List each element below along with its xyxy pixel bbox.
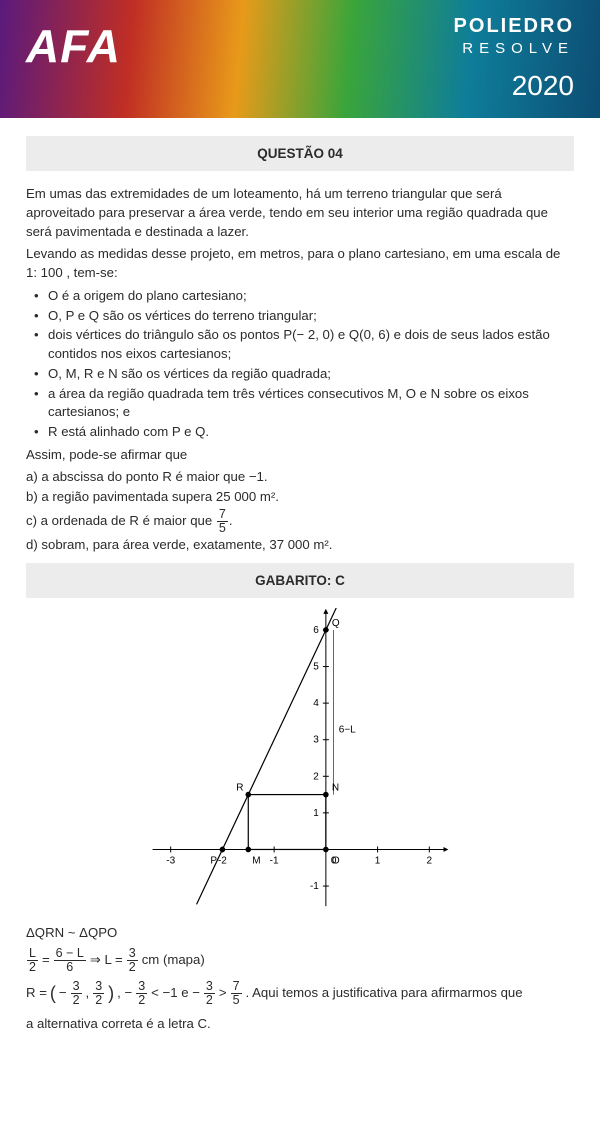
bullet-item: O é a origem do plano cartesiano; — [26, 287, 574, 306]
option-c-text: c) a ordenada de R é maior que — [26, 513, 216, 528]
bullet-list: O é a origem do plano cartesiano; O, P e… — [26, 287, 574, 442]
fraction: 7 5 — [217, 508, 228, 535]
question-title: QUESTÃO 04 — [26, 136, 574, 171]
solution-chart: -3-2-112-11234566−LPMORNQ0 — [26, 608, 574, 914]
bullet-item: O, P e Q são os vértices do terreno tria… — [26, 307, 574, 326]
option-a: a) a abscissa do ponto R é maior que −1. — [26, 468, 574, 487]
bullet-item: O, M, R e N são os vértices da região qu… — [26, 365, 574, 384]
solution-math: ΔQRN ~ ΔQPO L2 = 6 − L6 ⇒ L = 32 cm (map… — [26, 924, 574, 1034]
bullet-item: R está alinhado com P e Q. — [26, 423, 574, 442]
equation-line: L2 = 6 − L6 ⇒ L = 32 cm (mapa) — [26, 947, 574, 974]
option-d: d) sobram, para área verde, exatamente, … — [26, 536, 574, 555]
similarity: ΔQRN ~ ΔQPO — [26, 924, 574, 943]
brand-year: 2020 — [454, 66, 574, 106]
svg-text:-3: -3 — [166, 856, 175, 867]
page-header: AFA POLIEDRO RESOLVE 2020 — [0, 0, 600, 118]
svg-text:2: 2 — [313, 771, 319, 782]
svg-text:3: 3 — [313, 735, 319, 746]
plot-svg: -3-2-112-11234566−LPMORNQ0 — [150, 608, 450, 908]
svg-text:5: 5 — [313, 662, 319, 673]
svg-text:2: 2 — [427, 856, 433, 867]
bullet-item: dois vértices do triângulo são os pontos… — [26, 326, 574, 363]
r-line: R = (− 32 , 32 ) , − 32 < −1 e − 32 > 75… — [26, 980, 574, 1007]
option-b: b) a região pavimentada supera 25 000 m²… — [26, 488, 574, 507]
final-line: a alternativa correta é a letra C. — [26, 1015, 574, 1034]
paragraph: Levando as medidas desse projeto, em met… — [26, 245, 574, 282]
svg-text:N: N — [332, 783, 339, 794]
options: a) a abscissa do ponto R é maior que −1.… — [26, 468, 574, 554]
svg-text:1: 1 — [375, 856, 381, 867]
answer-title: GABARITO: C — [26, 563, 574, 598]
svg-text:-1: -1 — [310, 881, 319, 892]
brand-block: POLIEDRO RESOLVE 2020 — [454, 12, 574, 105]
svg-text:P: P — [210, 856, 217, 867]
svg-text:0: 0 — [331, 856, 337, 867]
page-content: QUESTÃO 04 Em umas das extremidades de u… — [0, 118, 600, 1062]
svg-text:-1: -1 — [270, 856, 279, 867]
bullet-item: a área da região quadrada tem três vérti… — [26, 385, 574, 422]
svg-text:R: R — [236, 783, 243, 794]
brand-name: POLIEDRO — [454, 12, 574, 40]
svg-text:6−L: 6−L — [339, 724, 356, 735]
paragraph: Assim, pode-se afirmar que — [26, 446, 574, 465]
svg-text:4: 4 — [313, 698, 319, 709]
svg-text:1: 1 — [313, 808, 319, 819]
svg-text:M: M — [252, 856, 260, 867]
brand-sub: RESOLVE — [454, 38, 574, 59]
paragraph: Em umas das extremidades de um loteament… — [26, 185, 574, 241]
svg-text:6: 6 — [313, 625, 319, 636]
option-c: c) a ordenada de R é maior que 7 5 . — [26, 508, 574, 535]
svg-text:Q: Q — [332, 618, 340, 629]
